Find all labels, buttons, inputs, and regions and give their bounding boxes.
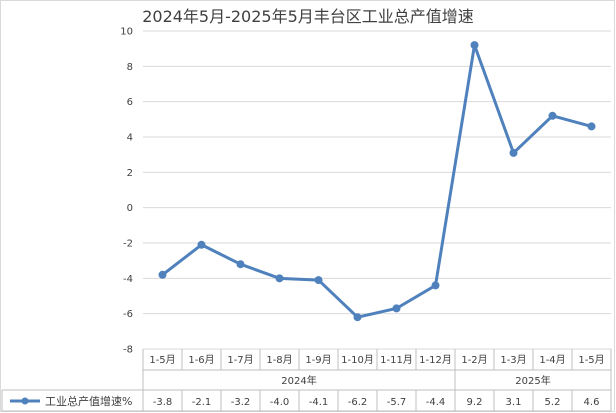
category-label: 1-6月	[188, 354, 214, 366]
data-point	[197, 240, 206, 249]
data-point	[509, 148, 518, 157]
chart-title: 2024年5月-2025年5月丰台区工业总产值增速	[142, 7, 474, 26]
category-label: 1-7月	[227, 354, 253, 366]
category-label: 1-3月	[500, 354, 526, 366]
y-tick-label: 2	[127, 168, 133, 179]
category-label: 1-5月	[149, 354, 175, 366]
y-tick-label: 6	[127, 97, 133, 108]
y-axis-ticks: -8 -6 -4 -2 0 2 4 6 8 10	[120, 27, 133, 356]
y-tick-label: 4	[127, 133, 133, 144]
data-table-value: -4.0	[270, 397, 290, 408]
data-point	[158, 270, 167, 279]
data-table-value: 5.2	[545, 397, 561, 408]
category-label: 1-11月	[380, 354, 413, 366]
y-tick-label: -4	[123, 274, 133, 285]
data-point	[353, 313, 362, 322]
category-label: 1-5月	[578, 354, 604, 366]
category-label: 1-4月	[539, 354, 565, 366]
y-tick-label: -2	[123, 239, 133, 250]
category-label: 1-8月	[266, 354, 292, 366]
data-table-value: 4.6	[584, 397, 600, 408]
data-point	[548, 111, 557, 120]
data-table-value: -2.1	[192, 397, 212, 408]
data-point	[587, 122, 596, 131]
data-point	[236, 260, 245, 269]
category-label: 1-12月	[419, 354, 452, 366]
y-tick-label: 0	[127, 203, 133, 214]
legend-label: 工业总产值增速%	[45, 394, 132, 408]
data-point	[314, 276, 323, 285]
legend-marker	[21, 397, 29, 405]
data-table: 1-5月 1-6月 1-7月 1-8月 1-9月 1-10月 1-11月 1-12月 1-2月 1…	[1, 349, 612, 412]
data-point	[470, 41, 479, 50]
data-point	[392, 304, 401, 313]
year-group-label: 2025年	[515, 374, 550, 387]
y-tick-label: -8	[123, 345, 133, 356]
data-table-value: -3.2	[231, 397, 251, 408]
data-table-value: -6.2	[348, 397, 368, 408]
data-table-value: -4.4	[426, 397, 446, 408]
y-tick-label: -6	[123, 309, 133, 320]
category-label: 1-10月	[341, 354, 374, 366]
data-point	[275, 274, 284, 283]
series-line	[158, 41, 596, 322]
legend: 工业总产值增速%	[10, 394, 132, 408]
y-tick-label: 8	[127, 62, 133, 73]
data-table-value: 3.1	[506, 397, 522, 408]
year-group-label: 2024年	[281, 374, 316, 387]
y-tick-label: 10	[120, 27, 133, 38]
gridlines	[143, 30, 611, 350]
data-table-value: -4.1	[309, 397, 329, 408]
category-label: 1-2月	[461, 354, 487, 366]
data-point	[431, 281, 440, 290]
data-table-value: -3.8	[153, 397, 173, 408]
data-table-value: 9.2	[467, 397, 483, 408]
data-table-value: -5.7	[387, 397, 407, 408]
series-polyline	[161, 43, 592, 319]
category-label: 1-9月	[305, 354, 331, 366]
